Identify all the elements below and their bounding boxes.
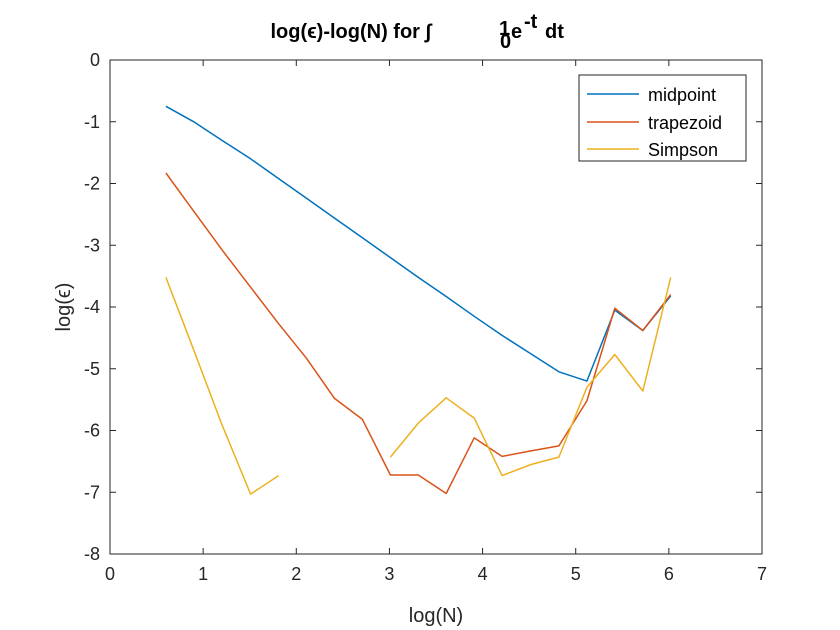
x-tick-label: 7 <box>757 564 767 584</box>
series-line-simpson <box>165 277 280 495</box>
x-tick-label: 6 <box>664 564 674 584</box>
legend-box <box>578 74 747 162</box>
x-tick-label: 4 <box>478 564 488 584</box>
y-tick-label: -5 <box>84 359 100 379</box>
legend-label-trapezoid: trapezoid <box>648 113 722 133</box>
legend-label-midpoint: midpoint <box>648 85 716 105</box>
x-tick-label: 0 <box>105 564 115 584</box>
x-tick-label: 2 <box>291 564 301 584</box>
y-axis-label: log(ϵ) <box>53 283 75 332</box>
title-tail: dt <box>545 21 564 43</box>
y-tick-label: -2 <box>84 174 100 194</box>
title-main: log(ϵ)-log(N) for ∫ <box>270 21 432 43</box>
series-line-simpson <box>389 277 672 477</box>
x-tick-label: 3 <box>384 564 394 584</box>
series-line-trapezoid <box>165 172 672 495</box>
x-tick-label: 5 <box>571 564 581 584</box>
series-line-midpoint <box>165 105 672 382</box>
x-axis: 0 1 2 3 4 5 6 7 <box>105 60 767 584</box>
chart-title: log(ϵ)-log(N) for ∫ 1 0 e -t dt <box>270 11 564 53</box>
series-layer <box>165 105 672 495</box>
y-tick-label: -8 <box>84 544 100 564</box>
title-limit-upper: 1 <box>499 18 510 40</box>
y-tick-label: -3 <box>84 235 100 255</box>
title-exponent: -t <box>524 11 538 33</box>
y-axis: 0 -1 -2 -3 -4 -5 -6 -7 -8 <box>84 50 762 564</box>
title-base: e <box>511 21 522 43</box>
legend: midpoint trapezoid Simpson <box>578 74 747 162</box>
y-tick-label: 0 <box>90 50 100 70</box>
y-tick-label: -7 <box>84 482 100 502</box>
x-axis-label: log(N) <box>409 605 463 627</box>
x-tick-label: 1 <box>198 564 208 584</box>
y-tick-label: -6 <box>84 421 100 441</box>
legend-label-simpson: Simpson <box>648 140 718 160</box>
title-limit-lower: 0 <box>500 31 511 53</box>
y-tick-label: -4 <box>84 297 100 317</box>
y-tick-label: -1 <box>84 112 100 132</box>
